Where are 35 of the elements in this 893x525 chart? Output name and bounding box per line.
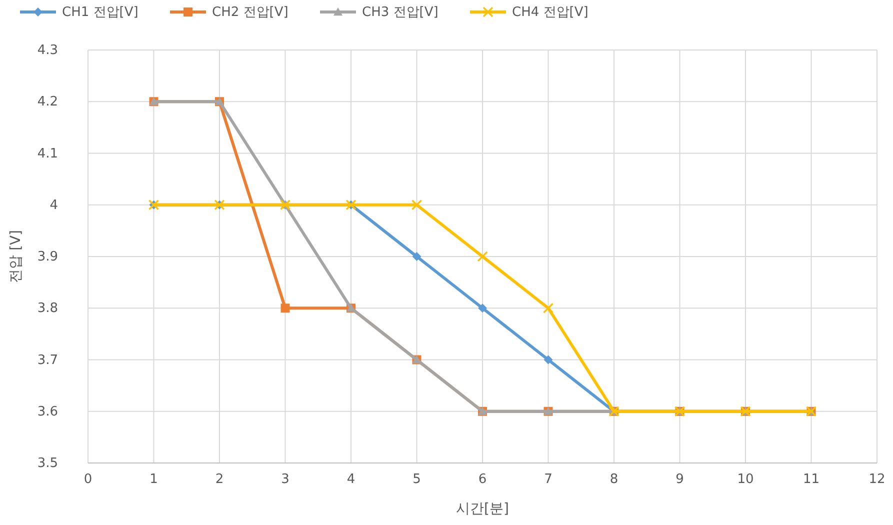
x-tick-label: 12 <box>868 472 886 487</box>
y-tick-label: 3.9 <box>37 250 58 264</box>
y-tick-label: 3.5 <box>37 456 58 471</box>
point <box>542 302 554 314</box>
x-tick-label: 6 <box>478 472 487 487</box>
x-tick-label: 10 <box>737 472 754 487</box>
x-tick-label: 2 <box>215 472 224 487</box>
x-tick-label: 1 <box>150 472 158 487</box>
legend-label: CH3 전압[V] <box>362 5 438 20</box>
y-tick-label: 4.3 <box>37 43 58 58</box>
y-axis-title: 전압 [V] <box>8 230 24 283</box>
x-tick-label: 4 <box>346 472 356 487</box>
point <box>477 251 488 262</box>
point <box>280 304 290 313</box>
y-tick-label: 3.6 <box>37 404 58 420</box>
point <box>411 200 422 210</box>
x-tick-label: 8 <box>610 472 618 487</box>
x-tick-label: 7 <box>544 472 552 487</box>
legend-label: CH4 전압[V] <box>512 5 588 20</box>
legend-label: CH2 전압[V] <box>212 5 288 20</box>
y-tick-label: 4.2 <box>37 94 58 110</box>
x-tick-label: 11 <box>802 472 820 487</box>
y-tick-label: 4.1 <box>37 146 58 162</box>
x-tick-label: 0 <box>84 472 92 487</box>
x-tick-label: 3 <box>281 472 290 487</box>
y-tick-label: 3.7 <box>37 352 58 368</box>
y-tick-label: 4 <box>50 198 58 213</box>
legend-label: CH1 전압[V] <box>62 5 138 20</box>
point <box>544 355 553 364</box>
x-tick-label: 9 <box>676 472 684 487</box>
x-tick-label: 5 <box>412 472 421 487</box>
x-axis-title: 시간[분] <box>456 501 509 517</box>
point <box>478 304 487 313</box>
point <box>412 252 422 261</box>
y-tick-label: 3.8 <box>37 301 58 316</box>
